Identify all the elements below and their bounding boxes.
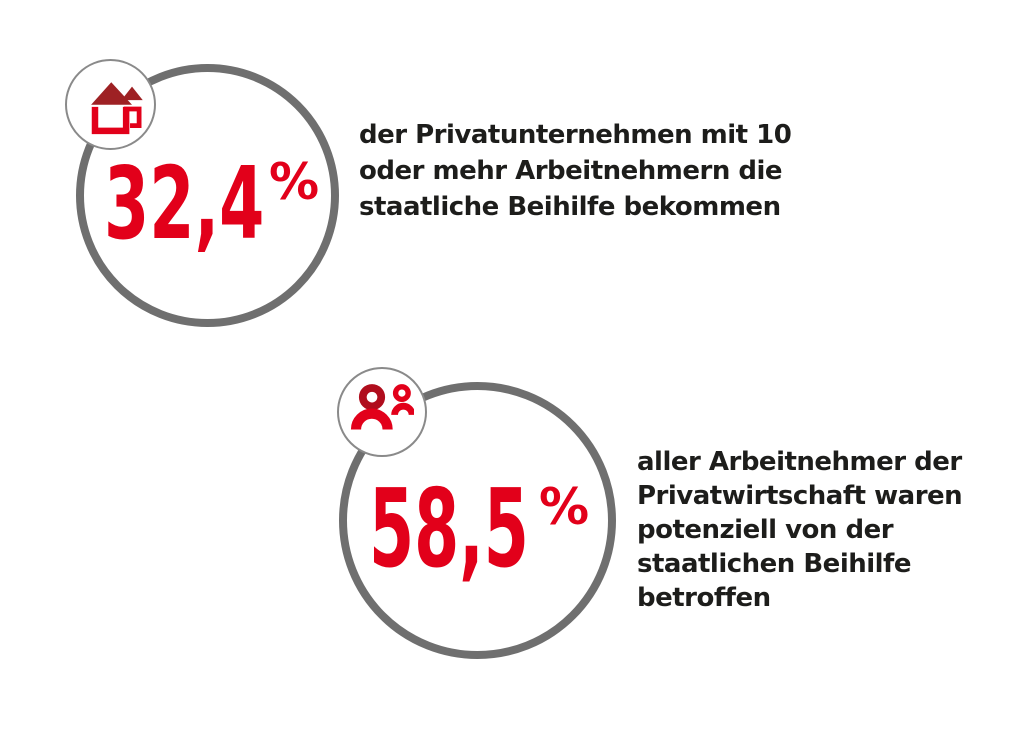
description-line: der Privatunternehmen mit 10 [359, 120, 792, 150]
description-line: oder mehr Arbeitnehmern die [359, 156, 783, 186]
stat-description: aller Arbeitnehmer der Privatwirtschaft … [637, 445, 963, 615]
houses-icon [90, 82, 143, 135]
people-icon [350, 380, 414, 430]
stat-value: 32,4 [104, 145, 265, 262]
icon-badge-employees [337, 367, 427, 457]
description-line: staatliche Beihilfe bekommen [359, 192, 781, 222]
stat-value: 58,5 [369, 467, 529, 592]
stat-description: der Privatunternehmen mit 10 oder mehr A… [359, 117, 792, 225]
description-line: potenziell von der [637, 515, 894, 545]
description-line: aller Arbeitnehmer der [637, 447, 962, 477]
description-line: betroffen [637, 583, 771, 613]
description-line: Privatwirtschaft waren [637, 481, 963, 511]
percent-sign: % [269, 153, 320, 211]
description-line: staatlichen Beihilfe [637, 549, 912, 579]
percent-sign: % [539, 478, 590, 536]
icon-badge-companies [65, 59, 156, 150]
